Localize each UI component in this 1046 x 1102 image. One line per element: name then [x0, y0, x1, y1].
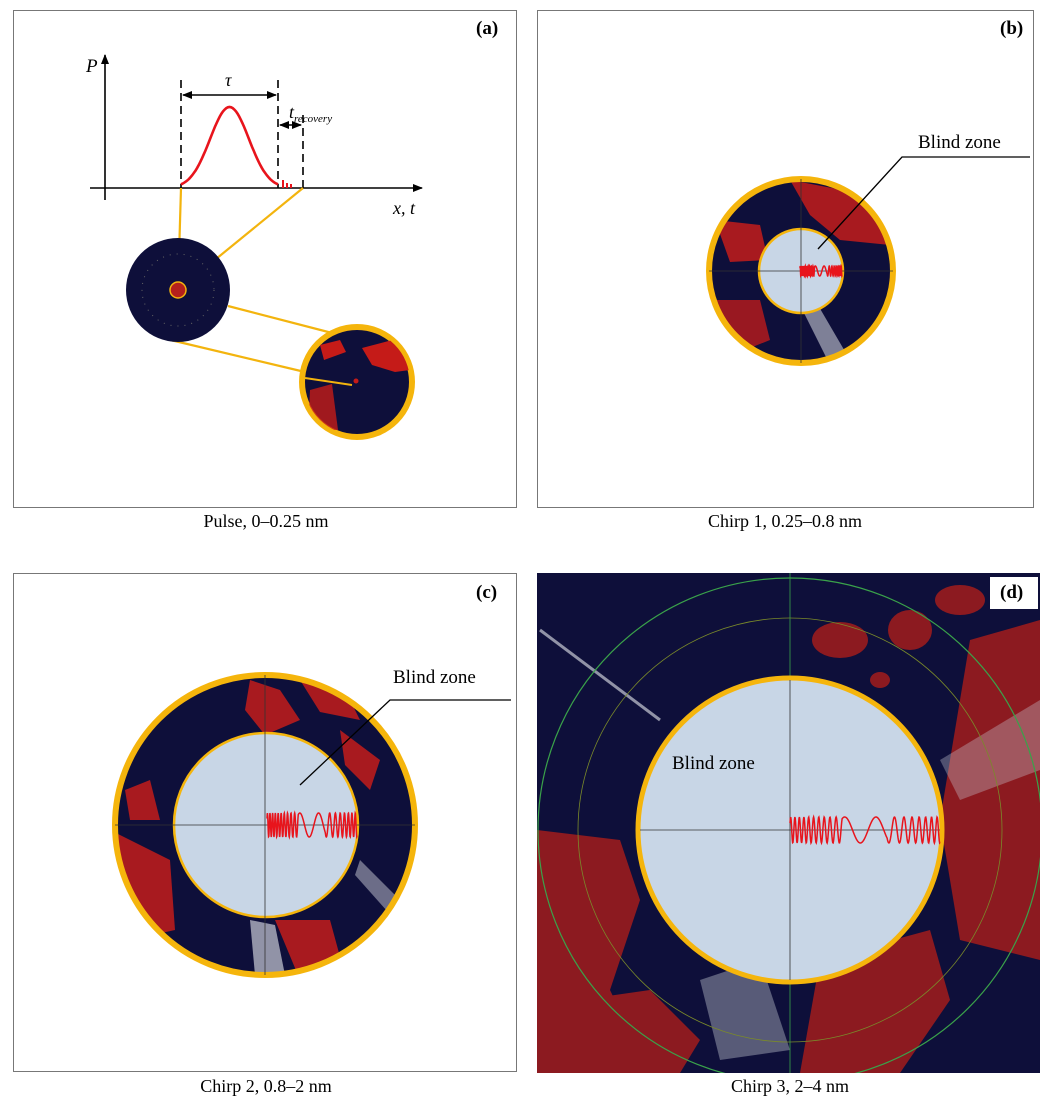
- figure: (a) P x, t τ trecovery Pulse, 0–0.25 nm: [0, 0, 1046, 1102]
- panel-frame: [14, 11, 517, 508]
- panel-c: (c) Blind zone: [14, 574, 517, 1072]
- page: {"panels": [ {"label": "(a)", "caption":…: [0, 0, 1046, 1102]
- shape: [935, 585, 985, 615]
- pulse-width-label: τ: [225, 70, 232, 90]
- panel-label: (d): [1000, 582, 1023, 603]
- caption: Chirp 2, 0.8–2 nm: [200, 1076, 332, 1096]
- shape: [888, 610, 932, 650]
- panel-b: (b) Blind zone: [538, 11, 1034, 508]
- panel-label: (c): [476, 582, 497, 603]
- caption: Chirp 3, 2–4 nm: [731, 1076, 849, 1096]
- axis-label: P: [85, 56, 98, 77]
- recovery-subscript: recovery: [294, 113, 332, 125]
- caption: Chirp 1, 0.25–0.8 nm: [708, 511, 862, 531]
- axis-label: x, t: [392, 198, 416, 218]
- radar-center: [170, 282, 186, 298]
- shape: [812, 622, 868, 658]
- annotation: Blind zone: [393, 667, 476, 688]
- caption: Pulse, 0–0.25 nm: [203, 511, 328, 531]
- panel-d: Blind zone (d): [537, 573, 1042, 1082]
- panel-label: (a): [476, 18, 498, 39]
- shape: [354, 379, 359, 384]
- annotation: Blind zone: [918, 132, 1001, 153]
- annotation: Blind zone: [672, 753, 755, 774]
- panel-label: (b): [1000, 18, 1023, 39]
- shape: [870, 672, 890, 688]
- panel-a: (a) P x, t τ trecovery: [14, 11, 517, 508]
